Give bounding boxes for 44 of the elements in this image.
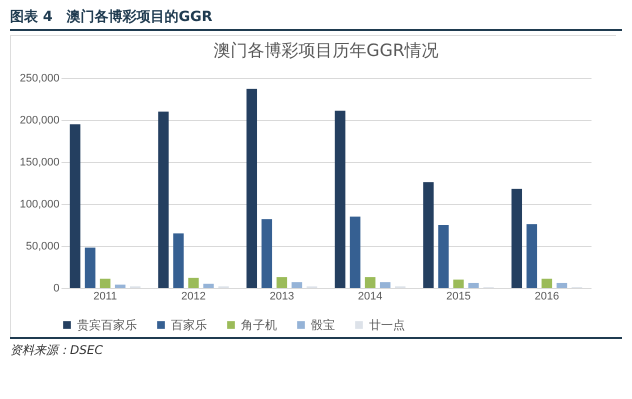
- legend-label: 骰宝: [311, 318, 335, 332]
- bar: [203, 284, 214, 288]
- x-tick-label: 2014: [358, 290, 382, 302]
- x-tick-label: 2011: [93, 290, 117, 302]
- bar: [70, 124, 80, 288]
- bar: [188, 278, 199, 288]
- bar: [246, 88, 258, 288]
- bar: [556, 282, 568, 288]
- legend-label: 贵宾百家乐: [77, 318, 137, 332]
- y-tick-label: 0: [53, 282, 60, 294]
- bar: [526, 224, 538, 288]
- bar: [334, 110, 346, 288]
- bar: [84, 248, 96, 288]
- bar: [512, 188, 522, 288]
- y-tick-label: 250,000: [20, 72, 60, 84]
- bar: [262, 219, 272, 288]
- legend-label: 角子机: [241, 318, 277, 332]
- bar: [100, 278, 110, 288]
- chart-subtitle: 澳门各博彩项目历年GGR情况: [213, 41, 439, 61]
- bar: [173, 233, 184, 288]
- y-tick-label: 150,000: [20, 156, 60, 168]
- bar: [542, 278, 552, 288]
- bar: [453, 280, 464, 288]
- bar: [364, 277, 376, 288]
- text: 资料来源：DSEC: [10, 337, 622, 359]
- bar: [158, 112, 169, 288]
- x-tick-label: 2013: [270, 290, 294, 302]
- y-tick-label: 100,000: [20, 198, 60, 210]
- y-tick-label: 200,000: [20, 114, 60, 126]
- x-tick-label: 2015: [446, 290, 471, 302]
- legend-label: 百家乐: [171, 318, 207, 332]
- bar: [438, 225, 449, 288]
- bar: [292, 282, 302, 288]
- x-tick-label: 2012: [181, 290, 206, 302]
- x-tick-label: 2016: [534, 290, 560, 302]
- bar: [276, 277, 288, 288]
- legend-label: 廿一点: [369, 318, 405, 332]
- bar: [350, 216, 360, 288]
- chart-title: 图表 4 澳门各博彩项目的GGR: [10, 8, 622, 31]
- bar: [423, 182, 434, 288]
- bar: [114, 284, 126, 288]
- bar: [468, 282, 479, 288]
- y-tick-label: 50,000: [26, 240, 60, 252]
- bar: [380, 282, 390, 288]
